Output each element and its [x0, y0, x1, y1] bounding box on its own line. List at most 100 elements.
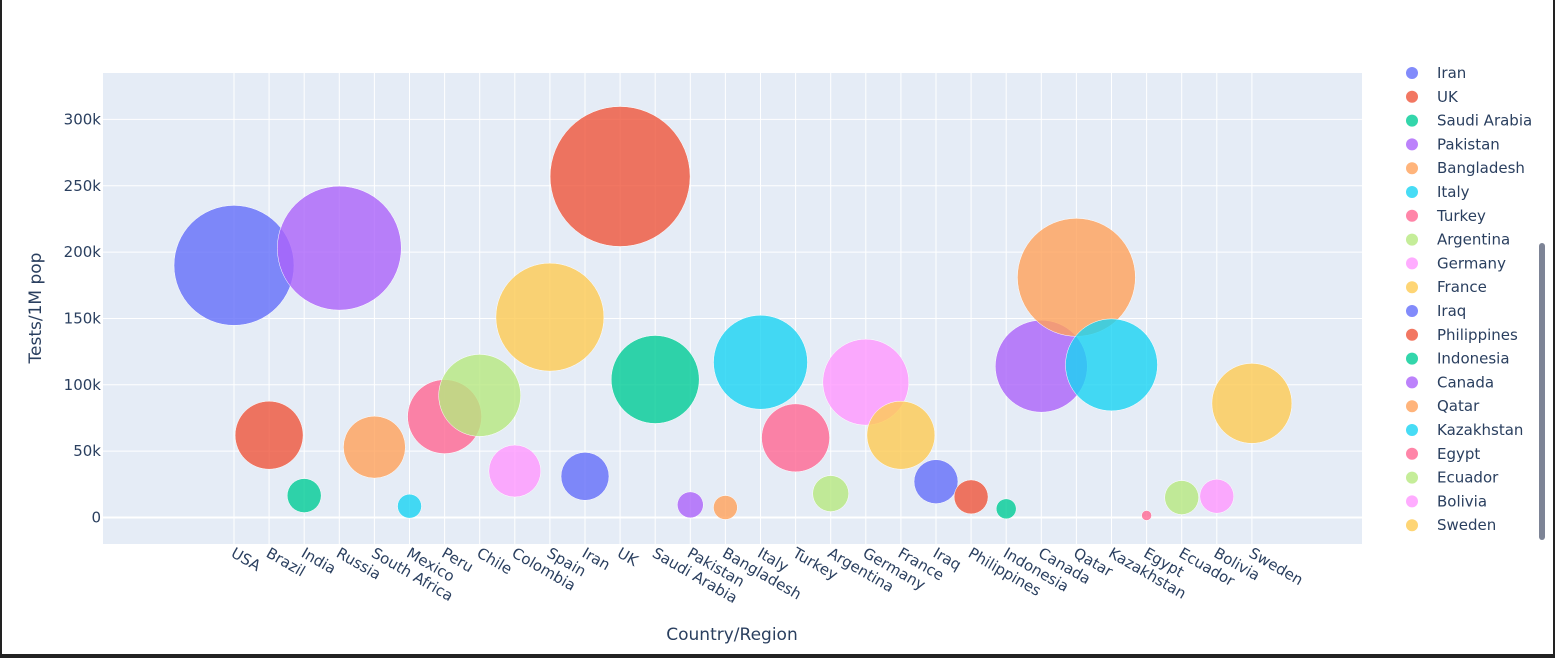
bubble-spain[interactable]	[495, 262, 605, 372]
y-tick-label: 250k	[64, 177, 102, 195]
legend-item[interactable]: Argentina	[1406, 231, 1510, 249]
legend-label: Indonesia	[1437, 350, 1510, 368]
legend-label: Iraq	[1437, 302, 1466, 320]
legend-item[interactable]: Saudi Arabia	[1406, 112, 1532, 130]
legend-label: Sweden	[1437, 516, 1496, 534]
legend-label: Canada	[1437, 373, 1494, 391]
x-tick-label: Chile	[474, 544, 516, 578]
bubble-south-africa[interactable]	[343, 415, 406, 479]
legend-item[interactable]: Philippines	[1406, 326, 1518, 344]
legend-marker	[1406, 233, 1418, 246]
legend-label: Qatar	[1437, 397, 1480, 415]
legend[interactable]: Iran UK Saudi Arabia Pakistan Bangladesh Ital…	[1406, 64, 1532, 534]
bubble-sweden[interactable]	[1211, 363, 1293, 444]
bubble-colombia[interactable]	[488, 444, 542, 498]
x-tick-label: India	[298, 544, 339, 578]
legend-marker	[1406, 281, 1418, 294]
legend-label: Egypt	[1437, 445, 1480, 463]
legend-item[interactable]: Iran	[1406, 64, 1466, 82]
legend-item[interactable]: UK	[1406, 88, 1459, 106]
legend-marker	[1406, 424, 1418, 436]
legend-item[interactable]: Indonesia	[1406, 350, 1510, 368]
legend-label: Germany	[1437, 254, 1506, 272]
legend-marker	[1406, 352, 1418, 365]
legend-item[interactable]: Turkey	[1406, 207, 1486, 225]
legend-label: Kazakhstan	[1437, 421, 1523, 439]
bubble-qatar[interactable]	[1017, 218, 1136, 337]
legend-label: Bangladesh	[1437, 159, 1525, 177]
legend-item[interactable]: Egypt	[1406, 445, 1480, 463]
bubble-kazakhstan[interactable]	[1065, 318, 1158, 412]
bubble-italy[interactable]	[713, 314, 808, 410]
legend-marker	[1406, 471, 1418, 484]
legend-item[interactable]: Bangladesh	[1406, 159, 1525, 177]
legend-item[interactable]: France	[1406, 278, 1487, 296]
legend-marker	[1406, 162, 1418, 175]
legend-item[interactable]: Germany	[1406, 254, 1506, 272]
bubble-germany[interactable]	[822, 338, 910, 426]
y-tick-label: 50k	[73, 442, 101, 460]
y-tick-label: 0	[91, 508, 101, 526]
y-tick-label: 300k	[64, 110, 102, 128]
bubble-iraq[interactable]	[913, 459, 959, 504]
bubble-iran[interactable]	[560, 452, 610, 501]
bubbles[interactable]	[173, 106, 1293, 521]
x-tick-label: Brazil	[263, 544, 308, 581]
legend-label: Saudi Arabia	[1437, 112, 1532, 130]
y-tick-label: 100k	[64, 376, 102, 394]
bubble-chile[interactable]	[438, 354, 521, 437]
legend-item[interactable]: Italy	[1406, 183, 1470, 201]
legend-label: Turkey	[1436, 207, 1486, 225]
legend-label: Ecuador	[1437, 469, 1499, 487]
legend-item[interactable]: Ecuador	[1406, 469, 1499, 487]
bubble-ecuador[interactable]	[1164, 480, 1199, 515]
legend-marker	[1406, 209, 1418, 222]
x-tick-label: USA	[228, 544, 265, 575]
y-tick-label: 200k	[64, 243, 102, 261]
bubble-mexico[interactable]	[397, 493, 422, 519]
legend-marker	[1406, 138, 1418, 151]
legend-marker	[1406, 495, 1418, 508]
bubble-saudi-arabia[interactable]	[610, 335, 700, 424]
legend-item[interactable]: Qatar	[1406, 397, 1480, 415]
legend-item[interactable]: Pakistan	[1406, 135, 1500, 153]
bubble-turkey[interactable]	[761, 403, 830, 473]
legend-label: France	[1437, 278, 1487, 296]
legend-scrollbar[interactable]	[1539, 243, 1545, 540]
bubble-france[interactable]	[866, 400, 936, 470]
legend-marker	[1406, 447, 1418, 460]
x-tick-label: UK	[614, 544, 642, 571]
legend-label: UK	[1437, 88, 1459, 106]
y-axis-tick-labels: 0 50k 100k 150k 200k 250k 300k	[64, 110, 102, 526]
legend-item[interactable]: Bolivia	[1406, 492, 1487, 510]
legend-marker	[1406, 257, 1418, 270]
bubble-india[interactable]	[286, 478, 322, 513]
legend-label: Iran	[1437, 64, 1466, 82]
legend-item[interactable]: Kazakhstan	[1406, 421, 1523, 439]
legend-item[interactable]: Canada	[1406, 373, 1494, 391]
legend-marker	[1406, 305, 1418, 317]
x-axis-title: Country/Region	[666, 625, 797, 645]
bubble-usa[interactable]	[173, 205, 295, 326]
legend-item[interactable]: Sweden	[1406, 516, 1496, 534]
bubble-egypt[interactable]	[1141, 510, 1152, 521]
bubble-uk[interactable]	[549, 106, 691, 247]
bubble-brazil[interactable]	[234, 400, 304, 470]
y-axis-title: Tests/1M pop	[26, 253, 46, 365]
bubble-indonesia[interactable]	[995, 498, 1017, 520]
bubble-bolivia[interactable]	[1199, 478, 1235, 514]
legend-marker	[1406, 376, 1418, 389]
bubble-bangladesh[interactable]	[713, 495, 738, 520]
legend-marker	[1406, 400, 1418, 413]
bubble-russia[interactable]	[277, 185, 402, 311]
legend-item[interactable]: Iraq	[1406, 302, 1466, 320]
legend-marker	[1406, 90, 1418, 103]
bubble-pakistan[interactable]	[677, 491, 704, 519]
bubble-argentina[interactable]	[812, 475, 849, 512]
legend-label: Philippines	[1437, 326, 1518, 344]
bubble-philippines[interactable]	[953, 479, 989, 515]
legend-label: Pakistan	[1437, 135, 1500, 153]
